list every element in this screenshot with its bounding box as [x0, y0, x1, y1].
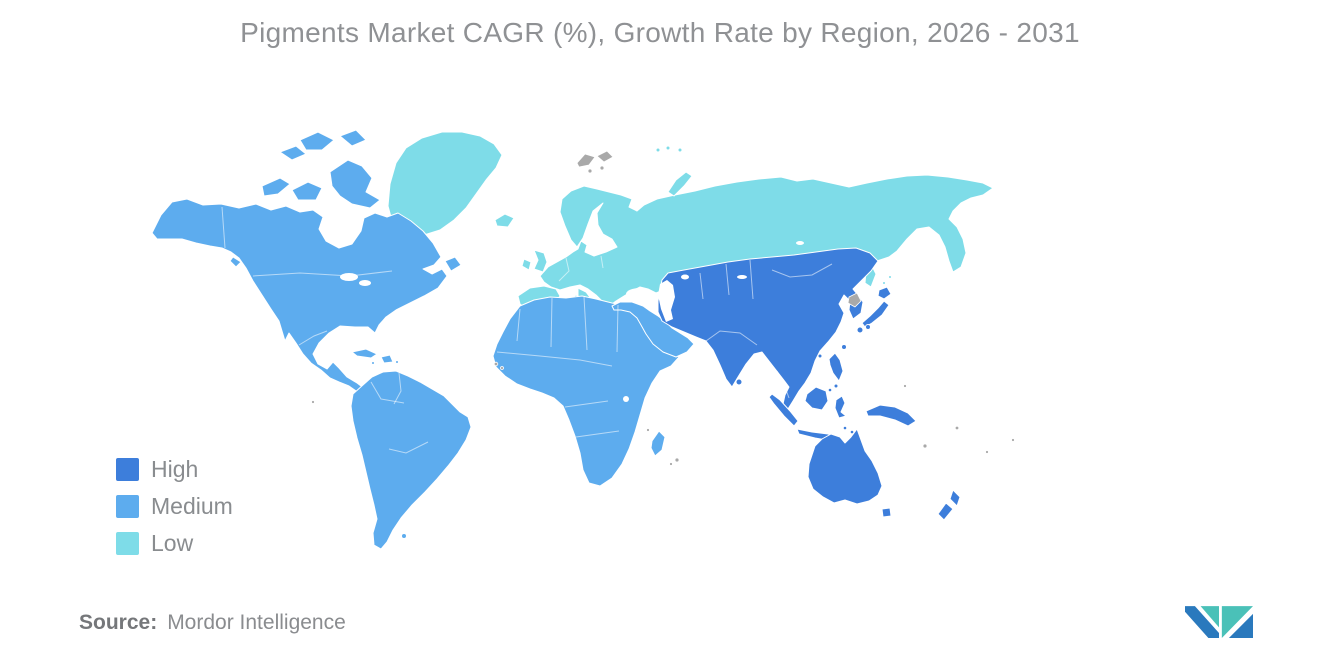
logo-right-teal-triangle: [1221, 606, 1253, 638]
legend-item-low: Low: [116, 531, 233, 555]
legend-swatch-high: [116, 457, 139, 481]
source-value: Mordor Intelligence: [167, 611, 346, 634]
legend-item-medium: Medium: [116, 494, 233, 518]
region-africa: [492, 295, 680, 487]
region-southeast-asia-islands: [768, 352, 917, 442]
region-new-zealand: [937, 489, 961, 521]
region-australia: [807, 428, 892, 518]
logo-left-blue-stroke: [1185, 606, 1219, 638]
country-borders: [221, 206, 833, 454]
legend-swatch-medium: [116, 494, 139, 518]
region-greenland: [387, 131, 503, 236]
source-line: Source: Mordor Intelligence: [79, 611, 346, 635]
legend-item-high: High: [116, 457, 233, 481]
region-japan: [856, 286, 892, 334]
lakes: [340, 241, 804, 402]
chart-title: Pigments Market CAGR (%), Growth Rate by…: [240, 17, 1080, 48]
region-no-data: [311, 150, 1015, 466]
legend-label-medium: Medium: [151, 493, 233, 519]
region-asia: [657, 247, 879, 410]
logo-left-teal-triangle: [1200, 606, 1219, 628]
legend: High Medium Low: [116, 457, 233, 568]
region-north-america: [151, 129, 462, 394]
source-label: Source:: [79, 611, 158, 634]
legend-label-high: High: [151, 456, 199, 482]
region-south-america: [350, 370, 472, 550]
legend-swatch-low: [116, 531, 139, 555]
legend-label-low: Low: [151, 530, 194, 556]
mordor-intelligence-logo: [1185, 606, 1253, 638]
region-middle-east: [611, 301, 695, 358]
